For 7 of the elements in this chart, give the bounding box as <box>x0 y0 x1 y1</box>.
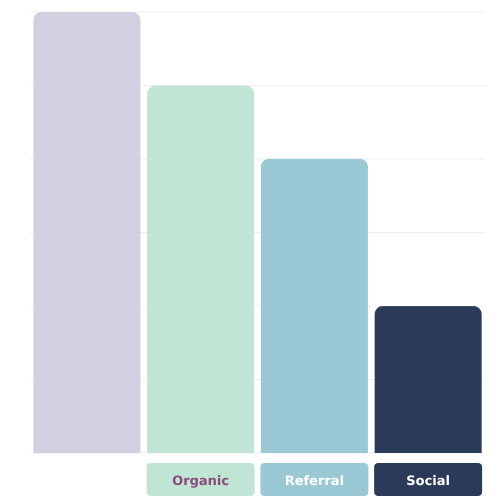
x-tick-label: Organic <box>172 474 230 489</box>
x-tick-label: Social <box>406 474 450 489</box>
bar <box>374 306 482 453</box>
bar <box>260 158 368 453</box>
bar <box>147 86 254 453</box>
bar <box>33 12 140 453</box>
x-tick-label: Referral <box>284 474 344 489</box>
